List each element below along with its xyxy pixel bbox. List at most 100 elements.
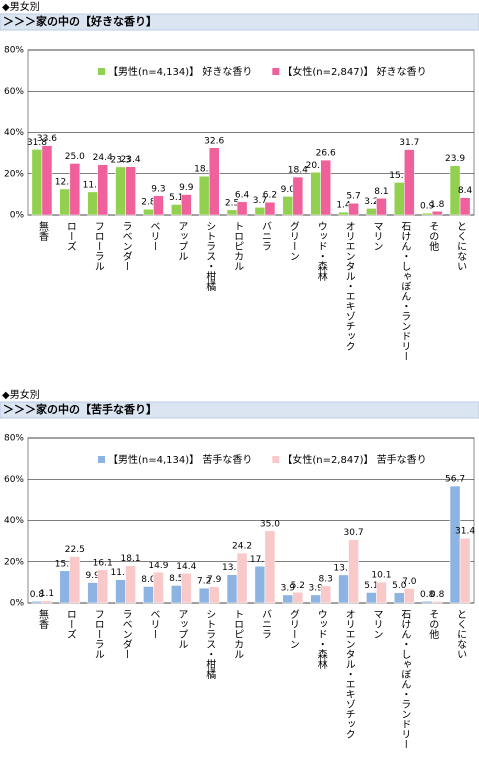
data-label: 23.9 xyxy=(445,154,465,164)
y-tick-label: 80% xyxy=(4,46,24,56)
bar xyxy=(338,574,349,604)
x-tick-label: シトラス・柑橘 xyxy=(204,609,216,679)
bar xyxy=(254,207,266,216)
bar xyxy=(254,566,266,604)
data-label: 31.4 xyxy=(455,527,475,537)
data-label: 13.6 xyxy=(334,563,354,573)
legend-swatch xyxy=(272,456,280,463)
bar xyxy=(143,586,154,604)
data-label: 8.1 xyxy=(374,187,388,197)
y-tick-label: 80% xyxy=(4,434,24,444)
legend-label: 【女性(n=2,847)】 好きな香り xyxy=(282,65,426,78)
bar xyxy=(125,565,136,604)
bar xyxy=(282,196,294,216)
x-tick-label: トロピカル xyxy=(232,221,244,271)
x-tick-label: ラベンダー xyxy=(120,609,132,659)
bar xyxy=(115,579,126,604)
bar xyxy=(69,163,81,216)
bar xyxy=(459,537,471,604)
data-label: 14.4 xyxy=(176,562,196,572)
data-label: 9.9 xyxy=(86,571,101,581)
bar xyxy=(97,569,108,604)
data-label: 0.9 xyxy=(420,202,435,212)
data-label: 8.5 xyxy=(169,574,183,584)
legend-swatch xyxy=(272,68,280,75)
data-label: 30.7 xyxy=(344,528,364,538)
data-label: 56.7 xyxy=(445,475,465,485)
data-label: 1.1 xyxy=(40,589,54,599)
x-tick-label: オリエンタル・エキゾチック xyxy=(343,221,355,351)
x-tick-label: ラベンダー xyxy=(120,221,132,271)
bar xyxy=(69,556,81,604)
x-tick-label: 無香 xyxy=(36,608,48,630)
data-label: 24.2 xyxy=(232,542,252,552)
bar xyxy=(31,601,43,604)
bar xyxy=(198,587,210,604)
x-tick-label: フローラル xyxy=(92,221,104,271)
y-tick-label: 0% xyxy=(10,599,25,609)
data-label: 2.8 xyxy=(141,198,156,208)
x-tick-label: ローズ xyxy=(64,221,76,251)
x-tick-label: ウッド・森林 xyxy=(315,221,327,282)
data-label: 8.4 xyxy=(458,186,473,196)
data-label: 24.4 xyxy=(93,153,113,163)
x-tick-label: ローズ xyxy=(64,609,76,639)
data-label: 33.6 xyxy=(37,134,57,144)
data-label: 22.5 xyxy=(65,545,85,555)
bar xyxy=(338,211,349,216)
bar xyxy=(449,485,461,604)
y-tick-label: 60% xyxy=(4,87,24,97)
x-tick-label: ウッド・森林 xyxy=(315,609,327,670)
data-label: 3.9 xyxy=(309,583,324,593)
data-label: 8.0 xyxy=(141,575,156,585)
data-label: 15.6 xyxy=(55,559,75,569)
bar xyxy=(153,572,164,604)
x-tick-label: とくにない xyxy=(455,221,466,271)
data-label: 7.9 xyxy=(207,575,222,585)
bar xyxy=(310,594,321,604)
x-tick-label: トロピカル xyxy=(232,609,244,659)
bar xyxy=(431,601,443,604)
legend-label: 【男性(n=4,134)】 苦手な香り xyxy=(108,453,252,466)
data-label: 0.8 xyxy=(30,590,45,600)
bar xyxy=(449,165,461,216)
data-label: 5.0 xyxy=(392,581,407,591)
y-tick-label: 40% xyxy=(4,128,24,138)
x-tick-label: マリン xyxy=(371,609,382,639)
y-tick-label: 60% xyxy=(4,475,24,485)
data-label: 0.8 xyxy=(420,590,435,600)
x-tick-label: ベリー xyxy=(148,221,160,251)
x-tick-label: マリン xyxy=(371,221,382,251)
bar xyxy=(404,149,415,216)
bar xyxy=(421,601,433,604)
bar xyxy=(394,182,405,216)
data-label: 35.0 xyxy=(260,519,280,529)
x-tick-label: バニラ xyxy=(259,609,271,639)
x-tick-label: アップル xyxy=(176,221,188,261)
y-tick-label: 0% xyxy=(10,211,25,221)
bar xyxy=(264,201,276,216)
data-label: 11.2 xyxy=(83,180,103,190)
legend-label: 【男性(n=4,134)】 好きな香り xyxy=(108,65,252,78)
data-label: 9.3 xyxy=(151,184,165,194)
data-label: 13.7 xyxy=(222,563,242,573)
bar xyxy=(87,582,98,604)
x-tick-label: その他 xyxy=(427,609,439,640)
bar xyxy=(87,191,98,216)
data-label: 5.7 xyxy=(346,192,360,202)
data-label: 23.4 xyxy=(121,155,141,165)
bar xyxy=(125,166,136,216)
data-label: 25.0 xyxy=(65,152,85,162)
x-tick-label: とくにない xyxy=(455,609,466,659)
data-label: 14.9 xyxy=(148,561,168,571)
data-label: 6.4 xyxy=(235,190,250,200)
x-tick-label: 無香 xyxy=(36,220,48,242)
data-label: 3.7 xyxy=(253,196,267,206)
data-label: 9.9 xyxy=(179,183,194,193)
x-tick-label: グリーン xyxy=(287,609,299,649)
data-label: 7.2 xyxy=(197,577,211,587)
chart-title: ＞＞＞家の中の【好きな香り】 xyxy=(3,14,157,28)
data-label: 12.6 xyxy=(55,178,75,188)
bar xyxy=(153,195,164,216)
